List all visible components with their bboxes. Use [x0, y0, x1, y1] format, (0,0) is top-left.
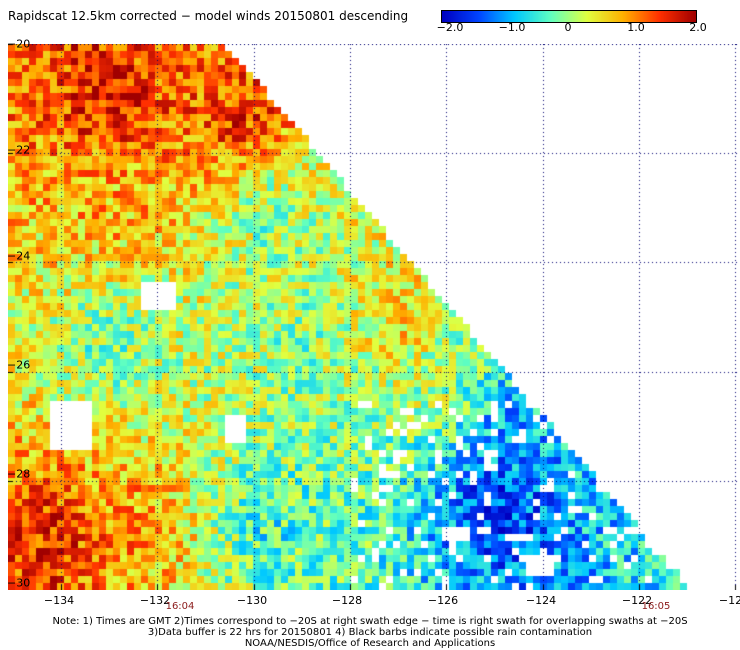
note-line: 3)Data buffer is 22 hrs for 20150801 4) … — [147, 627, 593, 638]
y-tick-label: −20 — [7, 37, 31, 51]
x-tick-label: −130 — [236, 594, 268, 607]
y-tick-label: −28 — [7, 467, 31, 481]
x-tick-label: −132 — [139, 594, 171, 607]
x-tick-label: −124 — [525, 594, 557, 607]
colorbar — [441, 10, 697, 23]
credit-line: NOAA/NESDIS/Office of Research and Appli… — [244, 638, 496, 649]
colorbar-tick-label: −1.0 — [498, 21, 526, 34]
colorbar-tick-label: −2.0 — [436, 21, 464, 34]
time-label: 16:05 — [641, 601, 671, 612]
figure-title: Rapidscat 12.5km corrected − model winds… — [8, 9, 409, 23]
y-tick-label: −26 — [7, 358, 31, 372]
wind-difference-map — [8, 44, 740, 590]
y-tick-label: −30 — [7, 576, 31, 590]
x-tick-label: −134 — [43, 594, 75, 607]
x-tick-label: −128 — [331, 594, 363, 607]
y-tick-label: −22 — [7, 143, 31, 157]
note-line: Note: 1) Times are GMT 2)Times correspon… — [52, 616, 688, 627]
x-tick-label: −126 — [427, 594, 459, 607]
colorbar-tick-label: 2.0 — [689, 21, 707, 34]
x-tick-label: −120 — [718, 594, 740, 607]
time-label: 16:04 — [165, 601, 195, 612]
colorbar-tick-label: 1.0 — [627, 21, 645, 34]
y-tick-label: −24 — [7, 249, 31, 263]
colorbar-tick-label: 0 — [564, 21, 572, 34]
x-tick-label: −122 — [621, 594, 653, 607]
